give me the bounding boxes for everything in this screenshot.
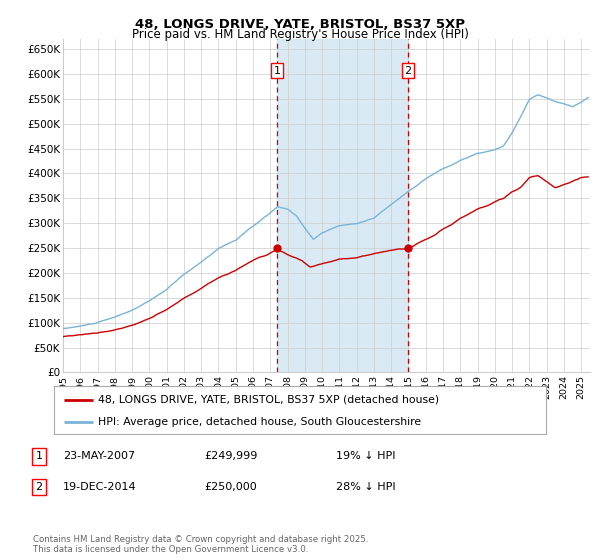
Text: Contains HM Land Registry data © Crown copyright and database right 2025.
This d: Contains HM Land Registry data © Crown c…: [33, 535, 368, 554]
Text: 48, LONGS DRIVE, YATE, BRISTOL, BS37 5XP (detached house): 48, LONGS DRIVE, YATE, BRISTOL, BS37 5XP…: [98, 395, 439, 405]
Text: £249,999: £249,999: [204, 451, 257, 461]
Bar: [277, 39, 408, 372]
Text: 2: 2: [404, 66, 412, 76]
Text: 48, LONGS DRIVE, YATE, BRISTOL, BS37 5XP: 48, LONGS DRIVE, YATE, BRISTOL, BS37 5XP: [135, 18, 465, 31]
Text: £250,000: £250,000: [204, 482, 257, 492]
Text: 1: 1: [274, 66, 281, 76]
Text: Price paid vs. HM Land Registry's House Price Index (HPI): Price paid vs. HM Land Registry's House …: [131, 28, 469, 41]
Text: HPI: Average price, detached house, South Gloucestershire: HPI: Average price, detached house, Sout…: [98, 417, 421, 427]
Text: 19-DEC-2014: 19-DEC-2014: [63, 482, 137, 492]
Text: 1: 1: [35, 451, 43, 461]
Text: 28% ↓ HPI: 28% ↓ HPI: [336, 482, 395, 492]
Text: 23-MAY-2007: 23-MAY-2007: [63, 451, 135, 461]
Text: 19% ↓ HPI: 19% ↓ HPI: [336, 451, 395, 461]
Text: 2: 2: [35, 482, 43, 492]
